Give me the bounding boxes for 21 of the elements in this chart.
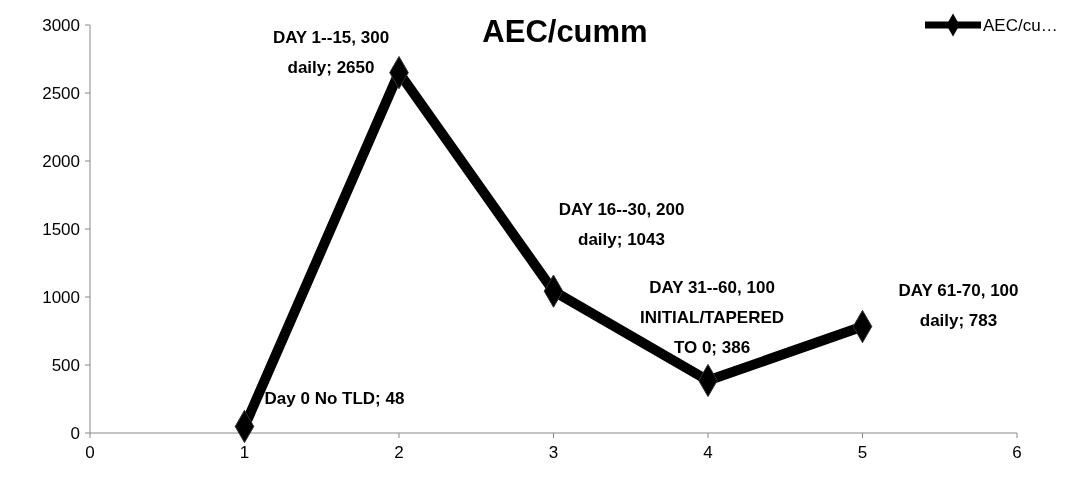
annotation: DAY 61-70, 100 daily; 783	[898, 280, 1019, 330]
x-tick-label: 2	[394, 443, 404, 462]
x-tick-label: 5	[857, 443, 868, 462]
annotation: Day 0 No TLD; 48	[264, 389, 405, 409]
y-tick-label: 0	[70, 423, 80, 443]
legend-label: AEC/cu…	[983, 15, 1058, 35]
chart-title: AEC/cumm	[482, 14, 648, 49]
x-tick-label: 4	[703, 443, 713, 462]
annotation: DAY 16--30, 200 daily; 1043	[558, 200, 685, 250]
x-tick-label: 6	[1012, 443, 1022, 462]
y-tick-label: 2000	[42, 151, 80, 171]
y-tick-label: 500	[51, 355, 80, 375]
y-tick-label: 1500	[42, 219, 80, 239]
y-tick-label: 2500	[42, 83, 80, 103]
y-tick-label: 1000	[42, 287, 80, 307]
x-tick-label: 0	[85, 443, 95, 462]
annotation: DAY 1--15, 300 daily; 2650	[272, 27, 390, 77]
x-tick-label: 1	[239, 443, 250, 462]
x-tick-label: 3	[548, 443, 559, 462]
annotation: DAY 31--60, 100 INITIAL/TAPERED TO 0; 386	[639, 277, 785, 357]
y-tick-label: 3000	[42, 15, 80, 35]
